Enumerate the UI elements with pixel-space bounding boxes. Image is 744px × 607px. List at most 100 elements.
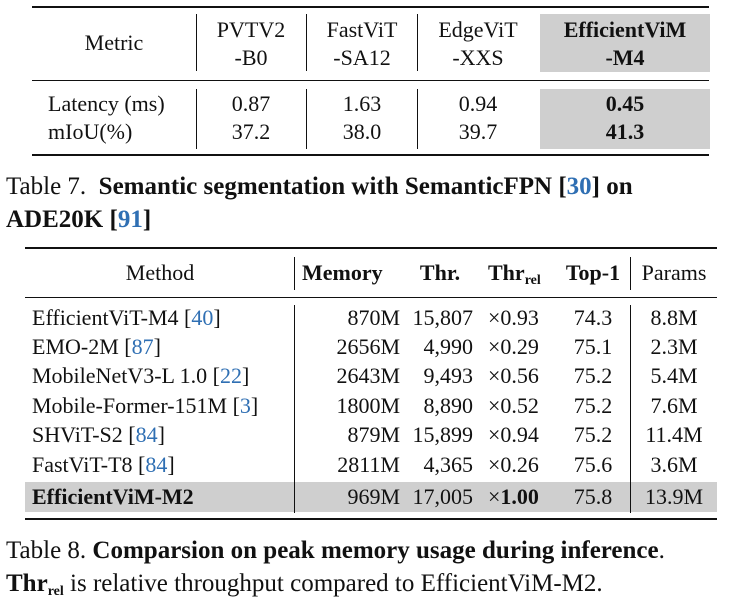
table7-cell: 1.63 [342,91,382,116]
method-name: EfficientViT-M4 [40] [32,305,221,330]
table7-col-sep [417,89,418,149]
table7-col-sep [417,14,418,71]
table8-caption-line2: Thrrel is relative throughput compared t… [6,568,603,607]
top1-value: 74.3 [573,305,613,330]
thr-rel-value: ×0.94 [488,422,539,447]
table7-caption-prefix: Table 7. [6,173,87,200]
table8-caption-line1: Table 8. Comparsion on peak memory usage… [6,537,665,564]
table7-cell-highlight: 0.45 [605,91,645,116]
table8-header-params: Params [641,260,707,285]
table8-col-sep [294,305,295,513]
throughput-value: 15,899 [412,422,474,447]
table7-header-col2-line2: -SA12 [333,45,391,70]
table7-caption-line2: ADE20K [91] [6,204,151,235]
throughput-value: 4,990 [423,334,474,359]
citation-link[interactable]: 84 [145,452,168,477]
citation-link[interactable]: 40 [191,305,214,330]
memory-value: 969M [347,484,400,509]
table7-header-col3-line1: EdgeViT [438,17,518,42]
table8-bottom-rule [25,518,717,520]
citation-link[interactable]: 3 [239,393,251,418]
table7-cell: 0.94 [458,91,498,116]
citation-link[interactable]: 84 [135,422,158,447]
table8-caption-title: Comparsion on peak memory usage during i… [92,537,659,564]
table7-caption-title: Semantic segmentation with SemanticFPN [ [98,173,567,200]
thr-rel-value: ×0.93 [488,305,539,330]
method-name: EfficientViM-M2 [32,484,194,509]
table7-header-col3-line2: -XXS [452,45,504,70]
table7-col-sep [196,89,197,149]
method-name: EMO-2M [87] [32,334,161,359]
table7-highlight-body-bg [540,89,710,149]
table7-header-col1-line1: PVTV2 [216,17,286,42]
params-value: 3.6M [650,452,698,477]
citation-link[interactable]: 22 [219,363,242,388]
table7-bottom-rule [32,154,709,156]
memory-value: 1800M [336,393,400,418]
params-value: 2.3M [650,334,698,359]
top1-value: 75.2 [573,363,613,388]
memory-value: 870M [347,305,400,330]
params-value: 5.4M [650,363,698,388]
params-value: 7.6M [650,393,698,418]
table8-header-memory: Memory [302,260,383,285]
throughput-value: 9,493 [423,363,474,388]
throughput-value: 4,365 [423,452,474,477]
table7-row-label: Latency (ms) [48,91,165,116]
table7-cell: 37.2 [231,119,271,144]
throughput-value: 8,890 [423,393,474,418]
table7-col-sep [306,89,307,149]
table7-header-col4-line1: EfficientViM [563,17,687,42]
table7-header-col4-line2: -M4 [605,45,645,70]
table8-mid-rule [25,297,717,298]
table8-header-top1: Top-1 [565,260,621,285]
citation-link[interactable]: 30 [566,173,592,200]
top1-value: 75.8 [573,484,613,509]
memory-value: 2656M [336,334,400,359]
thr-rel-value: ×0.52 [488,393,539,418]
table8-caption-thr: Thrrel [6,570,64,599]
table7-cell-highlight: 41.3 [605,119,645,144]
thr-rel-value: ×0.26 [488,452,539,477]
table7-cell: 39.7 [458,119,498,144]
table8-col-sep [294,257,295,290]
table7-row-label: mIoU(%) [48,119,133,144]
table7-cell: 0.87 [231,91,271,116]
table7-top-rule [32,6,709,8]
table7-header-metric: Metric [84,30,144,55]
table8-caption-rest: is relative throughput compared to Effic… [63,570,603,597]
params-value: 13.9M [644,484,704,509]
table7-header-col1-line2: -B0 [234,45,268,70]
throughput-value: 15,807 [412,305,474,330]
table7-highlight-header-bg [540,14,710,72]
params-value: 8.8M [650,305,698,330]
table7-mid-rule [32,80,709,81]
top1-value: 75.2 [573,422,613,447]
table8-header-thr: Thr. [419,260,461,285]
table8-col-sep [630,305,631,513]
thr-rel-value: ×0.29 [488,334,539,359]
table8-caption-prefix: Table 8. [6,537,87,564]
table8-col-sep [630,257,631,290]
memory-value: 2643M [336,363,400,388]
table7-header-col2-line1: FastViT [326,17,398,42]
method-name: SHViT-S2 [84] [32,422,165,447]
table7-cell: 38.0 [342,119,382,144]
method-name: Mobile-Former-151M [3] [32,393,259,418]
memory-value: 879M [347,422,400,447]
params-value: 11.4M [645,422,703,447]
memory-value: 2811M [337,452,400,477]
table8-highlight-row-bg [25,482,717,512]
method-name: FastViT-T8 [84] [32,452,175,477]
table7-caption-mid: ] on [591,173,633,200]
citation-link[interactable]: 87 [131,334,154,359]
method-name: MobileNetV3-L 1.0 [22] [32,363,250,388]
table7-caption-end: ] [142,206,152,233]
table7-col-sep [196,14,197,71]
throughput-value: 17,005 [412,484,474,509]
top1-value: 75.6 [573,452,613,477]
table8-top-rule [25,247,717,249]
table7-caption-dataset: ADE20K [ [6,206,118,233]
citation-link[interactable]: 91 [117,206,143,233]
top1-value: 75.2 [573,393,613,418]
